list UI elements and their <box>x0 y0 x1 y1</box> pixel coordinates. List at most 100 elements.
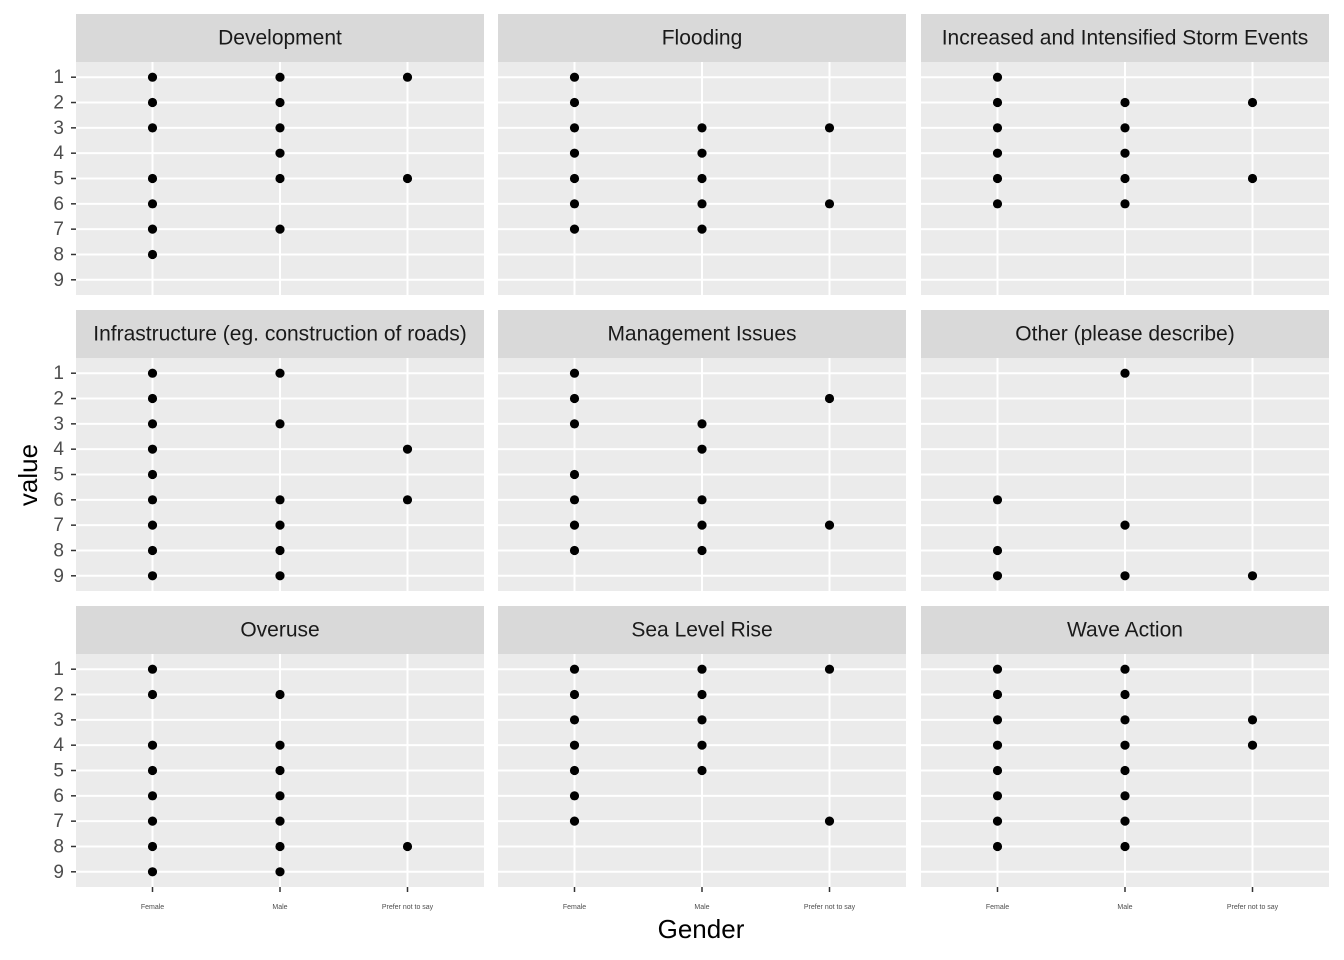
point <box>147 816 158 826</box>
y-tick-label: 4 <box>53 439 64 460</box>
point <box>402 72 413 82</box>
point <box>569 393 580 404</box>
point <box>992 97 1003 108</box>
y-tick-label: 3 <box>53 710 64 731</box>
point <box>275 571 285 581</box>
point <box>275 545 285 556</box>
point <box>147 791 158 801</box>
y-tick-label: 9 <box>53 862 64 883</box>
y-tick-label: 3 <box>53 118 64 139</box>
point <box>1120 199 1130 209</box>
point <box>1120 664 1130 674</box>
point <box>275 495 285 505</box>
point <box>824 393 835 404</box>
y-tick-label: 3 <box>53 414 64 435</box>
point <box>824 123 835 133</box>
point <box>992 72 1003 82</box>
y-tick-label: 6 <box>53 786 64 807</box>
panel-title: Sea Level Rise <box>631 619 772 642</box>
panel-title: Other (please describe) <box>1015 323 1234 346</box>
point <box>824 664 835 674</box>
point <box>147 495 158 505</box>
point <box>147 249 158 260</box>
point <box>697 199 707 209</box>
point <box>147 545 158 556</box>
point <box>697 173 707 184</box>
point <box>697 740 707 750</box>
point <box>1120 816 1130 826</box>
point <box>697 419 707 429</box>
point <box>402 841 413 852</box>
point <box>569 740 580 750</box>
point <box>275 816 285 826</box>
y-tick-label: 9 <box>53 270 64 291</box>
point <box>147 368 158 378</box>
point <box>1120 571 1130 581</box>
point <box>697 765 707 776</box>
point <box>569 148 580 158</box>
x-tick-label: Male <box>272 904 287 911</box>
panel-title: Increased and Intensified Storm Events <box>942 27 1309 50</box>
point <box>147 123 158 133</box>
point <box>1120 715 1130 725</box>
x-tick-label: Prefer not to say <box>382 904 434 911</box>
y-tick-label: 7 <box>53 515 64 536</box>
x-tick-label: Male <box>1117 904 1132 911</box>
y-tick-label: 1 <box>53 67 64 88</box>
point <box>569 123 580 133</box>
y-tick-label: 4 <box>53 143 64 164</box>
point <box>1120 740 1130 750</box>
point <box>992 123 1003 133</box>
point <box>697 224 707 234</box>
point <box>697 123 707 133</box>
point <box>569 791 580 801</box>
y-tick-label: 4 <box>53 735 64 756</box>
point <box>569 765 580 776</box>
y-tick-label: 5 <box>53 761 64 782</box>
point <box>569 664 580 674</box>
point <box>697 520 707 530</box>
point <box>147 224 158 234</box>
point <box>697 444 707 454</box>
point <box>147 419 158 429</box>
point <box>569 469 580 480</box>
point <box>147 520 158 530</box>
x-tick-label: Male <box>694 904 709 911</box>
x-tick-label: Female <box>141 904 164 911</box>
point <box>992 199 1003 209</box>
point <box>275 867 285 877</box>
strip <box>498 310 906 358</box>
point <box>569 173 580 184</box>
point <box>1120 148 1130 158</box>
y-tick-label: 6 <box>53 490 64 511</box>
panel-title: Wave Action <box>1067 619 1183 642</box>
point <box>147 740 158 750</box>
point <box>275 689 285 700</box>
point <box>1120 765 1130 776</box>
point <box>697 545 707 556</box>
point <box>992 791 1003 801</box>
point <box>147 173 158 184</box>
point <box>569 199 580 209</box>
point <box>147 664 158 674</box>
point <box>147 765 158 776</box>
point <box>275 368 285 378</box>
point <box>1247 97 1258 108</box>
point <box>275 173 285 184</box>
point <box>147 571 158 581</box>
point <box>992 740 1003 750</box>
point <box>147 444 158 454</box>
point <box>147 393 158 404</box>
y-axis-label: value <box>13 444 43 506</box>
x-tick-label: Female <box>986 904 1009 911</box>
point <box>697 715 707 725</box>
point <box>992 664 1003 674</box>
point <box>569 545 580 556</box>
point <box>402 495 413 505</box>
point <box>147 97 158 108</box>
point <box>1120 520 1130 530</box>
point <box>1120 841 1130 852</box>
point <box>569 520 580 530</box>
point <box>569 689 580 700</box>
